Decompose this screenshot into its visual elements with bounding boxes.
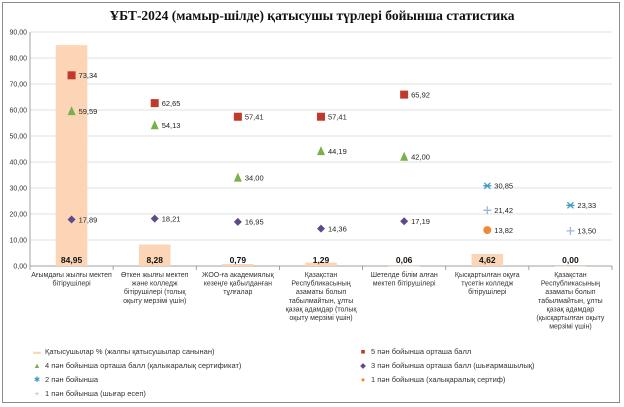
data-point-triangle bbox=[233, 172, 242, 182]
legend-marker-bar: ▬ bbox=[33, 347, 41, 356]
legend-item: ◆ 3 пән бойынша орташа балл (шығармашылық… bbox=[358, 361, 535, 370]
y-tick-label: 80,00 bbox=[9, 56, 27, 63]
y-tick-label: 0,00 bbox=[13, 264, 27, 271]
bar-data-label: 0,00 bbox=[562, 255, 579, 265]
x-category-label: Қазақстан Республикасының азаматы болып таб… bbox=[536, 272, 604, 331]
legend-label: 4 пән бойынша орташа балл (қалыкаралық с… bbox=[45, 361, 242, 370]
bar bbox=[305, 262, 337, 266]
bar bbox=[55, 45, 88, 266]
legend-marker-diamond: ◆ bbox=[360, 361, 366, 370]
y-tick-label: 90,00 bbox=[9, 30, 27, 37]
legend-label: Қатысушылар % (жалпы қатысушылар санынан… bbox=[45, 347, 215, 356]
point-data-label: 17,19 bbox=[411, 217, 430, 226]
chart-frame bbox=[2, 2, 620, 403]
bar bbox=[138, 244, 171, 266]
data-point-square bbox=[317, 112, 325, 121]
data-point-diamond bbox=[400, 217, 409, 226]
point-data-label: 42,00 bbox=[411, 153, 430, 162]
data-point-triangle bbox=[150, 120, 159, 130]
legend-label: 5 пән бойынша орташа балл bbox=[371, 347, 472, 356]
data-point-star bbox=[483, 182, 492, 190]
point-data-label: 57,41 bbox=[245, 113, 264, 122]
data-point-triangle bbox=[317, 146, 325, 156]
legend-marker-square: ■ bbox=[360, 347, 366, 356]
legend-item: ■ 5 пән бойынша орташа балл bbox=[358, 347, 471, 356]
x-category-label: Ағымдағы жылғы мектеп бітірушілері bbox=[31, 272, 112, 288]
data-point-square bbox=[233, 112, 242, 121]
y-tick-label: 40,00 bbox=[9, 160, 27, 167]
x-category-label: Шетелде білім алған мектеп бітірушілері bbox=[371, 271, 438, 288]
data-point-square bbox=[67, 71, 76, 80]
point-data-label: 54,13 bbox=[162, 121, 181, 130]
point-data-label: 18,21 bbox=[162, 214, 181, 223]
point-data-label: 13,50 bbox=[577, 227, 596, 236]
data-point-square bbox=[150, 99, 159, 108]
point-data-label: 21,42 bbox=[494, 206, 513, 215]
data-point-plus bbox=[566, 226, 575, 235]
point-data-label: 14,36 bbox=[328, 224, 347, 233]
point-data-label: 17,89 bbox=[79, 215, 98, 224]
legend-item: +1 пән бойынша (шығар есеп) bbox=[32, 389, 146, 398]
y-tick-label: 70,00 bbox=[9, 82, 27, 89]
legend-label: 1 пән бойынша (шығар есеп) bbox=[45, 389, 146, 398]
y-tick-label: 10,00 bbox=[9, 238, 27, 245]
point-data-label: 59,59 bbox=[79, 107, 98, 116]
legend-marker-triangle: ▲ bbox=[33, 361, 41, 370]
bar-data-label: 0,06 bbox=[396, 255, 413, 265]
point-data-label: 44,19 bbox=[328, 147, 347, 156]
bar bbox=[554, 266, 587, 267]
y-tick-label: 50,00 bbox=[9, 134, 27, 141]
chart-title: ҰБТ-2024 (мамыр-шілде) қатысушы түрлері … bbox=[109, 8, 515, 23]
data-point-diamond bbox=[67, 215, 76, 224]
data-point-circle bbox=[483, 226, 492, 235]
point-data-label: 30,85 bbox=[494, 182, 513, 191]
data-point-star bbox=[566, 201, 575, 209]
x-category-label: Өткен жылғы мектеп және колледж бітірушіле… bbox=[121, 272, 189, 305]
point-data-label: 65,92 bbox=[411, 90, 430, 99]
x-category-label: Қазақстан Республикасының азаматы болып таб… bbox=[286, 272, 358, 322]
legend-label: 3 пән бойынша орташа балл (шығармашылық) bbox=[371, 361, 535, 370]
point-data-label: 34,00 bbox=[245, 173, 264, 182]
y-tick-label: 30,00 bbox=[9, 186, 27, 193]
point-data-label: 62,65 bbox=[162, 99, 181, 108]
point-data-label: 16,95 bbox=[245, 218, 264, 227]
data-point-diamond bbox=[317, 224, 325, 233]
legend-marker-circle: ● bbox=[360, 375, 366, 384]
point-data-label: 13,82 bbox=[494, 226, 513, 235]
bar bbox=[388, 265, 420, 267]
point-data-label: 73,34 bbox=[79, 71, 98, 80]
legend-item: ▬ Қатысушылар % (жалпы қатысушылар санына… bbox=[32, 347, 215, 356]
legend-marker-star: ✱ bbox=[33, 375, 41, 384]
bar-data-label: 84,95 bbox=[61, 255, 83, 265]
bar-data-label: 4,62 bbox=[479, 255, 496, 265]
data-point-triangle bbox=[400, 151, 409, 161]
y-tick-label: 20,00 bbox=[9, 212, 27, 219]
x-category-label: Қысқартылған оқуға түсетін колледж бітіруш… bbox=[455, 272, 520, 296]
legend-item: ● 1 пән бойынша (халықаралық сертиф) bbox=[358, 375, 506, 384]
data-point-plus bbox=[483, 206, 492, 215]
point-data-label: 23,33 bbox=[577, 201, 596, 210]
bar-data-label: 0,79 bbox=[230, 255, 247, 265]
bar-data-label: 1,29 bbox=[313, 255, 330, 265]
data-point-diamond bbox=[150, 214, 159, 223]
legend-item: ▲ 4 пән бойынша орташа балл (қалыкаралық … bbox=[32, 361, 241, 370]
y-tick-label: 60,00 bbox=[9, 108, 27, 115]
x-category-label: ЖОО-ға академиялық кезеңге қабылданған тұл… bbox=[202, 272, 275, 296]
bar bbox=[471, 253, 504, 266]
legend-item: ✱ 2 пән бойынша bbox=[32, 375, 98, 384]
data-point-diamond bbox=[233, 217, 242, 226]
point-data-label: 57,41 bbox=[328, 113, 347, 122]
bar-data-label: 8,28 bbox=[146, 255, 163, 265]
data-point-triangle bbox=[67, 106, 76, 116]
data-point-square bbox=[400, 90, 409, 99]
bar bbox=[222, 263, 254, 266]
legend-label: 1 пән бойынша (халықаралық сертиф) bbox=[371, 375, 506, 384]
legend-marker-plus: + bbox=[34, 389, 40, 398]
legend-label: 2 пән бойынша bbox=[45, 375, 99, 384]
